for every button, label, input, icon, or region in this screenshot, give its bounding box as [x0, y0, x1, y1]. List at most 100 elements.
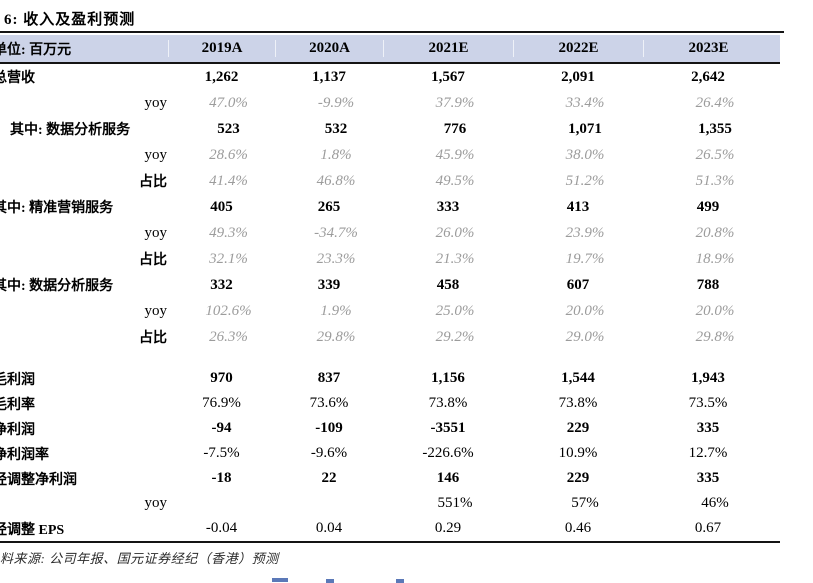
cell-value: -9.6%: [310, 445, 348, 461]
row-label: 净利润: [0, 422, 35, 438]
cell-value: 788: [696, 276, 720, 293]
cell-value: -7.5%: [203, 445, 240, 461]
row-label: yoy: [144, 302, 168, 319]
cell-value: 339: [317, 276, 341, 293]
column-header: 2022E: [513, 40, 643, 57]
table-row: 占比 32.1% 23.3% 21.3% 19.7% 18.9%: [0, 246, 780, 272]
row-label: 总营收: [0, 71, 35, 86]
cell-value: 38.0%: [565, 146, 605, 163]
cell-value: 47.0%: [209, 94, 248, 111]
cell-value: 28.6%: [209, 146, 248, 163]
row-label: 经调整 EPS: [0, 522, 65, 538]
table-row: 占比 41.4% 46.8% 49.5% 51.2% 51.3%: [0, 168, 780, 194]
table-row: 毛利率 76.9% 73.6% 73.8% 73.8% 73.5%: [0, 391, 780, 416]
row-label: 毛利率: [0, 397, 35, 413]
cell-value: 332: [210, 276, 233, 293]
cell-value: 333: [436, 198, 460, 215]
cell-value: -3551: [430, 420, 466, 436]
table-row: 净利润率 -7.5% -9.6% -226.6% 10.9% 12.7%: [0, 441, 780, 466]
cell-value: 33.4%: [565, 94, 605, 111]
cell-value: 229: [566, 420, 590, 436]
cell-value: 46.8%: [316, 172, 356, 189]
cell-value: 26.5%: [695, 146, 735, 163]
cell-value: 32.1%: [209, 250, 248, 267]
spacer-row: [0, 350, 780, 366]
table-body: 总营收 1,262 1,137 1,567 2,091 2,642 yoy 47.0% -9.9…: [0, 64, 780, 541]
cut-off-text-artifact: [272, 578, 288, 582]
table-row: 占比 26.3% 29.8% 29.2% 29.0% 29.8%: [0, 324, 780, 350]
row-label: 其中: 数据分析服务: [10, 123, 131, 138]
cell-value: 229: [566, 470, 590, 486]
cell-value: -226.6%: [422, 445, 474, 461]
cell-value: 1,137: [312, 68, 346, 85]
row-label: yoy: [144, 146, 168, 163]
row-label: yoy: [144, 94, 168, 111]
cell-value: 25.0%: [435, 302, 475, 319]
table-row: yoy 551% 57% 46%: [0, 491, 780, 516]
unit-header: 单位: 百万元: [0, 42, 72, 58]
cell-value: 10.9%: [558, 445, 598, 461]
cut-off-text-artifact: [326, 579, 334, 583]
row-label: 占比: [139, 331, 167, 346]
cell-value: -109: [315, 420, 343, 436]
cell-value: 20.0%: [565, 302, 605, 319]
cell-value: 1,567: [431, 68, 465, 85]
table-header-row: 单位: 百万元 2019A 2020A 2021E 2022E 2023E: [0, 35, 780, 64]
cell-value: 49.5%: [435, 172, 475, 189]
table-row: 毛利润 970 837 1,156 1,544 1,943: [0, 366, 780, 391]
cell-value: 19.7%: [565, 250, 605, 267]
cell-value: 1,262: [204, 68, 239, 85]
cell-value: 1.8%: [320, 146, 352, 163]
cell-value: 607: [566, 276, 590, 293]
cell-value: 73.8%: [428, 395, 468, 411]
cell-value: 57%: [571, 495, 599, 511]
cell-value: 51.3%: [695, 172, 735, 189]
cell-value: 0.46: [564, 520, 592, 536]
cell-value: 29.8%: [695, 328, 735, 345]
cell-value: 45.9%: [435, 146, 475, 163]
cell-value: 21.3%: [435, 250, 475, 267]
cell-value: 335: [696, 470, 720, 486]
cell-value: 405: [210, 198, 233, 215]
row-label: yoy: [144, 495, 168, 511]
cell-value: 18.9%: [695, 250, 735, 267]
cell-value: 12.7%: [688, 445, 728, 461]
cell-value: 1,943: [691, 370, 725, 386]
cell-value: 532: [324, 120, 348, 137]
cell-value: 23.9%: [565, 224, 605, 241]
cell-value: 413: [566, 198, 590, 215]
cell-value: 0.29: [434, 520, 462, 536]
cell-value: 73.8%: [558, 395, 598, 411]
cell-value: 41.4%: [209, 172, 248, 189]
row-label: 占比: [139, 253, 167, 268]
row-label: 其中: 精准营销服务: [0, 201, 114, 216]
cell-value: 73.5%: [688, 395, 728, 411]
table-row: 经调整净利润 -18 22 146 229 335: [0, 466, 780, 491]
cell-value: -94: [211, 420, 232, 436]
cell-value: 29.0%: [565, 328, 605, 345]
cell-value: 73.6%: [309, 395, 349, 411]
cell-value: 1,071: [568, 120, 602, 137]
row-label: yoy: [144, 224, 168, 241]
cell-value: 776: [443, 120, 467, 137]
cell-value: 1,355: [698, 120, 732, 137]
cell-value: 26.3%: [209, 328, 248, 345]
cell-value: 1.9%: [320, 302, 352, 319]
cell-value: 523: [217, 120, 240, 137]
cell-value: 335: [696, 420, 720, 436]
cell-value: 26.4%: [695, 94, 735, 111]
row-label: 毛利润: [0, 372, 35, 388]
table-row: yoy 47.0% -9.9% 37.9% 33.4% 26.4%: [0, 90, 780, 116]
table-row: 净利润 -94 -109 -3551 229 335: [0, 416, 780, 441]
cell-value: 2,091: [561, 68, 595, 85]
cell-value: 458: [436, 276, 460, 293]
cell-value: 1,156: [431, 370, 465, 386]
cell-value: 2,642: [691, 68, 725, 85]
row-label: 净利润率: [0, 447, 49, 463]
cell-value: 499: [696, 198, 720, 215]
cell-value: 37.9%: [435, 94, 475, 111]
cell-value: 265: [317, 198, 341, 215]
cell-value: 146: [436, 470, 460, 486]
cell-value: 29.2%: [435, 328, 475, 345]
